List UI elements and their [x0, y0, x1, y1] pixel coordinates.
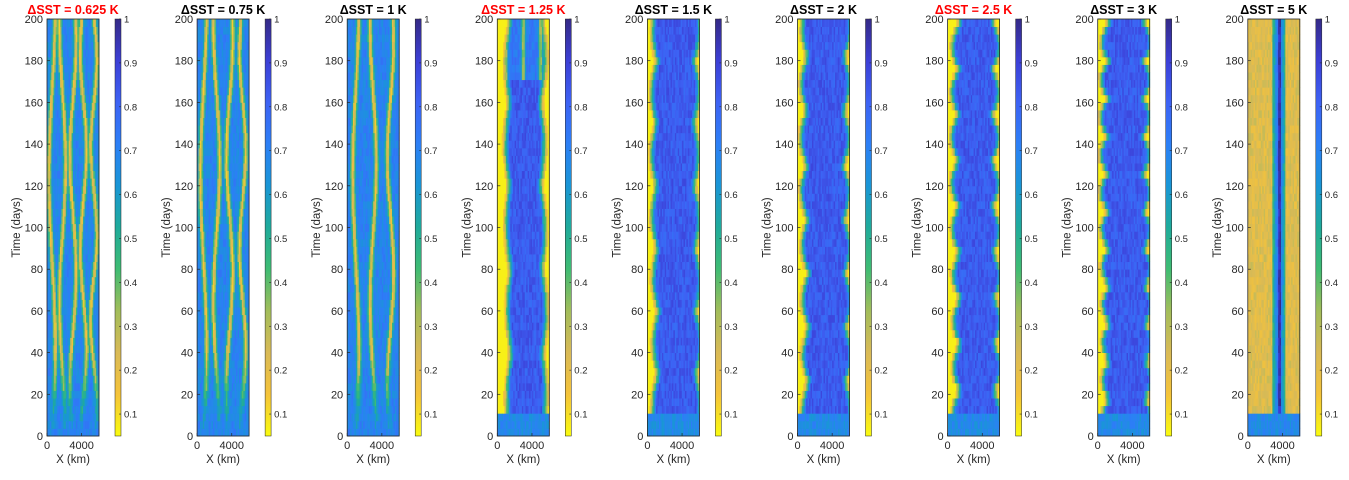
colorbar-tick-label: 0.4: [274, 278, 287, 289]
y-tick-label: 20: [31, 389, 43, 401]
y-tick-label: 200: [175, 14, 193, 26]
heatmap-field: [347, 19, 399, 436]
y-tick-label: 0: [37, 431, 43, 443]
colorbar-tick-label: 0.1: [274, 410, 287, 421]
y-tick-label: 80: [181, 264, 193, 276]
x-axis-label: X (km): [206, 454, 240, 466]
colorbar: [115, 19, 121, 436]
y-tick-label: 140: [175, 139, 193, 151]
colorbar-tick-label: 1: [124, 15, 129, 26]
colorbar-tick-label: 0.2: [124, 366, 137, 377]
y-tick-label: 200: [25, 14, 43, 26]
y-tick-label: 40: [181, 348, 193, 360]
y-tick-label: 160: [25, 97, 43, 109]
y-axis-label: Time (days): [161, 197, 173, 257]
x-tick-label: 0: [194, 440, 200, 452]
x-tick-label: 4000: [220, 440, 244, 452]
y-tick-label: 60: [181, 306, 193, 318]
colorbar-tick-label: 0.6: [124, 190, 137, 201]
y-tick-label: 120: [175, 181, 193, 193]
colorbar-tick-label: 0.4: [124, 278, 137, 289]
colorbar-tick-label: 1: [274, 15, 279, 26]
colorbar-tick-label: 0.5: [124, 234, 137, 245]
y-tick-label: 100: [175, 223, 193, 235]
heatmap-field: [47, 19, 99, 436]
panel-1: ΔSST = 0.625 K02040608010012014016018020…: [11, 3, 137, 466]
y-tick-label: 40: [31, 348, 43, 360]
y-tick-label: 80: [31, 264, 43, 276]
y-tick-label: 120: [25, 181, 43, 193]
panel-title: ΔSST = 0.75 K: [181, 3, 265, 17]
y-tick-label: 20: [181, 389, 193, 401]
y-tick-label: 180: [175, 56, 193, 68]
y-tick-label: 100: [25, 223, 43, 235]
colorbar-tick-label: 0.9: [124, 58, 137, 69]
colorbar: [265, 19, 271, 436]
y-tick-label: 160: [175, 97, 193, 109]
colorbar-tick-label: 0.9: [274, 58, 287, 69]
y-tick-label: 0: [187, 431, 193, 443]
x-axis-label: X (km): [56, 454, 90, 466]
colorbar-tick-label: 0.3: [124, 322, 137, 333]
colorbar-tick-label: 0.2: [274, 366, 287, 377]
y-axis-label: Time (days): [11, 197, 23, 257]
y-tick-label: 180: [25, 56, 43, 68]
colorbar-tick-label: 0.8: [124, 102, 137, 113]
heatmap-field: [197, 19, 249, 436]
colorbar-tick-label: 0.5: [274, 234, 287, 245]
panel-2: ΔSST = 0.75 K 0 20 40 60 80 100 120 140 160 180 200…: [161, 3, 287, 466]
y-tick-label: 60: [31, 306, 43, 318]
colorbar-tick-label: 0.6: [274, 190, 287, 201]
y-tick-label: 140: [25, 139, 43, 151]
colorbar-tick-label: 0.7: [124, 146, 137, 157]
colorbar-tick-label: 0.3: [274, 322, 287, 333]
x-tick-label: 0: [44, 440, 50, 452]
colorbar-tick-label: 0.1: [124, 410, 137, 421]
x-tick-label: 4000: [69, 440, 93, 452]
colorbar-tick-label: 0.8: [274, 102, 287, 113]
colorbar-tick-label: 0.7: [274, 146, 287, 157]
